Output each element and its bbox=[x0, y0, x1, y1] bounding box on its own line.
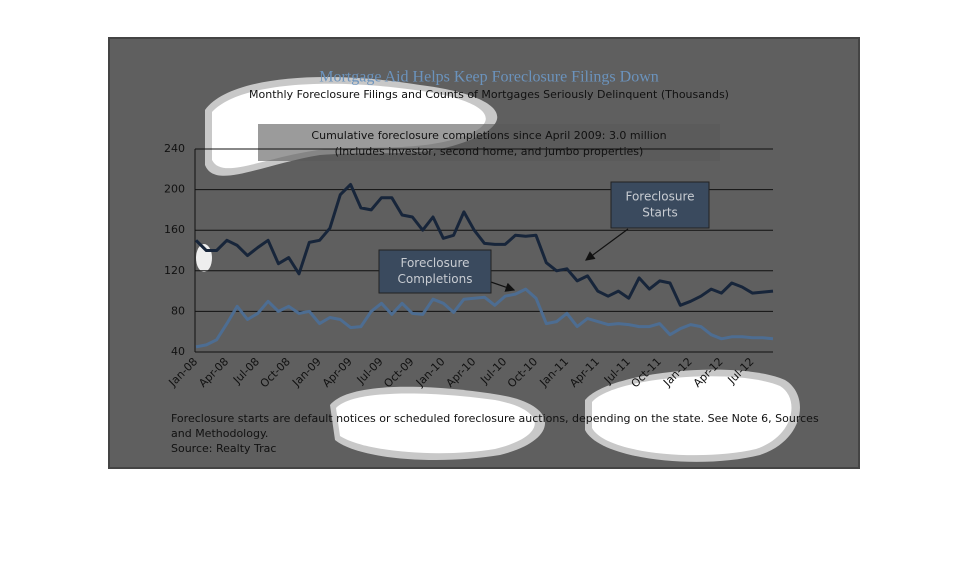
y-tick-label: 40 bbox=[171, 345, 185, 358]
callout-text: Foreclosure bbox=[625, 190, 694, 204]
chart-title: Mortgage Aid Helps Keep Foreclosure Fili… bbox=[319, 69, 659, 86]
series-line bbox=[195, 287, 774, 349]
y-tick-label: 240 bbox=[164, 142, 185, 155]
footnote: Foreclosure starts are default notices o… bbox=[171, 412, 819, 425]
note-box bbox=[258, 124, 720, 161]
callout-arrow bbox=[487, 280, 516, 292]
note: (Includes investor, second home, and jum… bbox=[335, 145, 644, 158]
note: Cumulative foreclosure completions since… bbox=[311, 129, 666, 142]
callout-text: Starts bbox=[642, 206, 678, 220]
callout-box bbox=[378, 249, 492, 294]
y-tick-label: 160 bbox=[164, 223, 185, 236]
footnote: and Methodology. bbox=[171, 427, 268, 440]
source: Source: Realty Trac bbox=[171, 442, 276, 455]
callout-box bbox=[610, 181, 710, 229]
y-tick-label: 80 bbox=[171, 304, 185, 317]
chart-subtitle: Monthly Foreclosure Filings and Counts o… bbox=[249, 88, 729, 101]
series-line bbox=[194, 183, 774, 307]
callout-text: Foreclosure bbox=[400, 256, 469, 270]
y-tick-label: 120 bbox=[164, 264, 185, 277]
callout-text: Completions bbox=[398, 272, 473, 286]
y-tick-label: 200 bbox=[164, 183, 185, 196]
callout-arrow bbox=[585, 228, 629, 261]
